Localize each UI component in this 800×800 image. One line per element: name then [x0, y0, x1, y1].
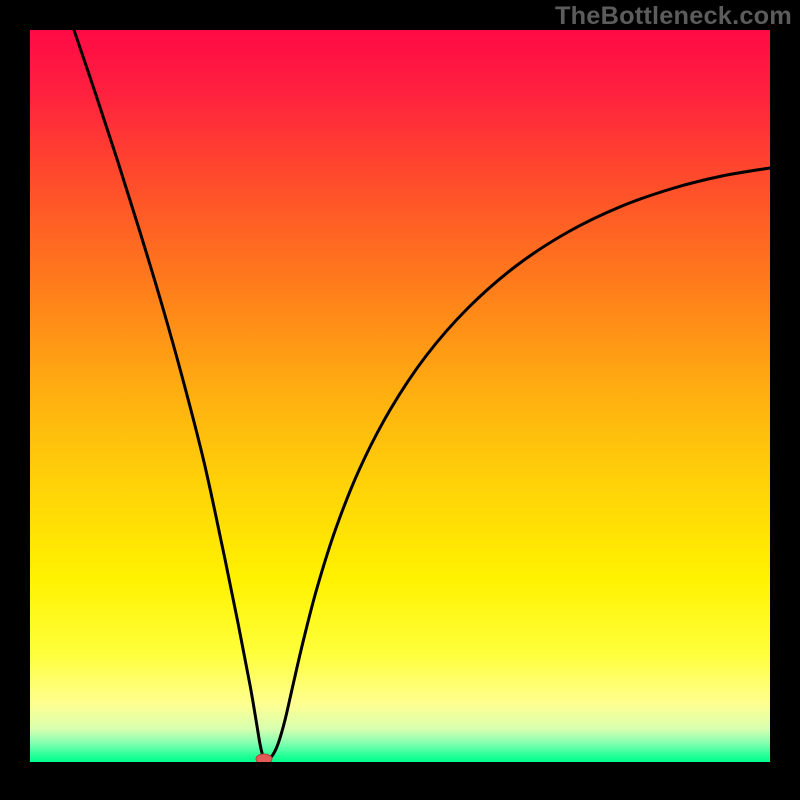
chart-frame: TheBottleneck.com [0, 0, 800, 800]
bottleneck-chart-svg [0, 0, 800, 800]
watermark-text: TheBottleneck.com [555, 2, 792, 31]
